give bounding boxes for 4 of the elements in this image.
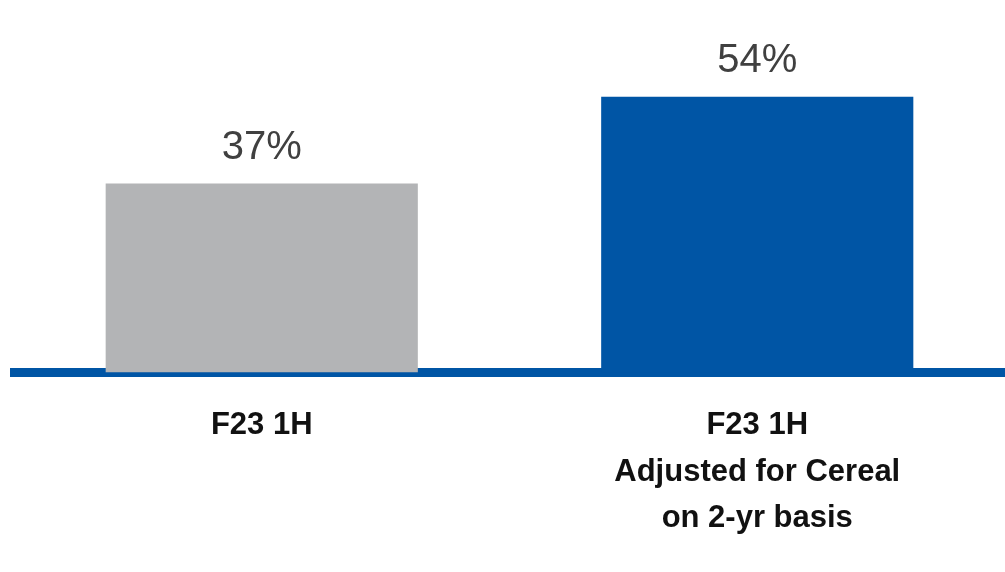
x-tick-label: F23 1H Adjusted for Cereal on 2-yr basis [614, 406, 901, 535]
data-label: 37% [221, 122, 302, 167]
data-label: 54% [717, 35, 798, 80]
x-tick-label: F23 1H [210, 406, 313, 442]
